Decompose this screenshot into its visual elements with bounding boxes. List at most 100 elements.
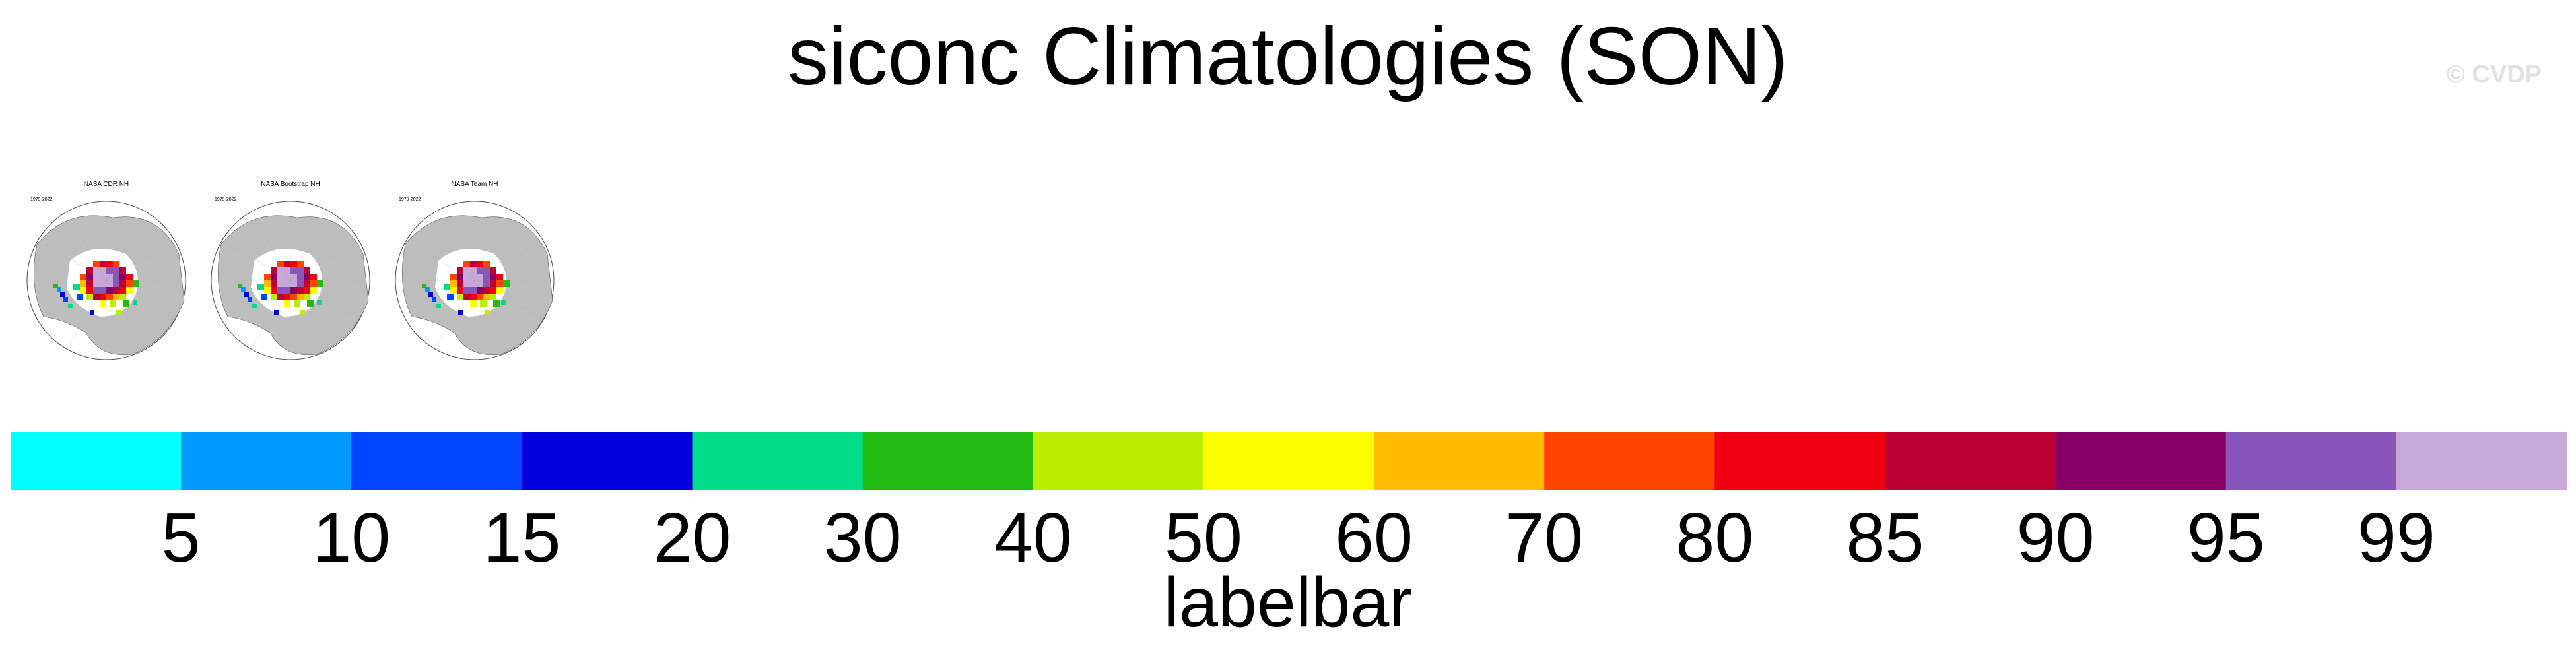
ice-cell	[60, 292, 65, 297]
labelbar-tick-label: 85	[1846, 499, 1924, 577]
ice-cell	[93, 274, 100, 280]
ice-cell	[483, 267, 490, 274]
ice-cell	[106, 280, 113, 287]
ice-cell	[113, 267, 119, 274]
ice-cell	[274, 310, 279, 315]
ice-cell	[77, 294, 83, 300]
labelbar-box	[1544, 432, 1715, 490]
ice-cell	[264, 287, 271, 294]
ice-cell	[86, 274, 93, 280]
ice-cell	[264, 274, 271, 280]
ice-cell	[93, 280, 100, 287]
labelbar-tick-label: 60	[1335, 499, 1413, 577]
ice-cell	[450, 280, 457, 287]
ice-cell	[284, 300, 290, 307]
ice-cell	[284, 267, 290, 274]
ice-cell	[300, 310, 305, 315]
ice-cell	[294, 300, 300, 307]
ice-cell	[86, 267, 93, 274]
ice-cell	[80, 280, 86, 287]
labelbar-tick-label: 70	[1505, 499, 1584, 577]
ice-cell	[470, 300, 477, 307]
ice-cell	[93, 294, 100, 300]
ice-cell	[290, 267, 297, 274]
ice-cell	[264, 280, 271, 287]
ice-cell	[261, 294, 267, 300]
ice-cell	[100, 261, 106, 267]
ice-cell	[119, 267, 126, 274]
ice-cell	[106, 294, 113, 300]
ice-cell	[463, 267, 470, 274]
ice-cell	[457, 294, 463, 300]
ice-cell	[470, 267, 477, 274]
ice-cell	[86, 287, 93, 294]
ice-cell	[304, 280, 310, 287]
ice-cell	[277, 294, 284, 300]
ice-cell	[483, 294, 490, 300]
ice-cell	[93, 261, 100, 267]
ice-cell	[290, 294, 297, 300]
labelbar-tick-label: 10	[312, 499, 391, 577]
ice-cell	[457, 280, 463, 287]
ice-cell	[100, 287, 106, 294]
ice-cell	[113, 294, 119, 300]
labelbar-box	[522, 432, 693, 490]
chart-title: siconc Climatologies (SON)	[788, 11, 1788, 102]
labelbar-box	[692, 432, 864, 490]
labelbar	[11, 432, 2567, 490]
ice-cell	[304, 294, 310, 300]
ice-cell	[106, 267, 113, 274]
ice-cell	[297, 261, 304, 267]
ice-cell	[119, 274, 126, 280]
ice-cell	[113, 261, 119, 267]
labelbar-box	[181, 432, 352, 490]
ice-cell	[110, 300, 116, 307]
ice-cell	[496, 280, 503, 287]
ice-cell	[480, 300, 487, 307]
labelbar-tick-label: 5	[161, 499, 201, 577]
labelbar-box	[1374, 432, 1545, 490]
labelbar-box	[2396, 432, 2567, 490]
ice-cell	[470, 261, 477, 267]
ice-cell	[470, 280, 477, 287]
ice-cell	[457, 267, 463, 274]
map-panel-team: NASA Team NH 1979-2022	[388, 173, 561, 363]
labelbar-box	[1714, 432, 1885, 490]
ice-cell	[436, 304, 441, 308]
ice-cell	[317, 300, 322, 305]
ice-cell	[463, 287, 470, 294]
ice-cell	[470, 294, 477, 300]
panel-years: 1979-2022	[399, 197, 421, 202]
labelbar-tick-label: 40	[994, 499, 1072, 577]
ice-cell	[257, 284, 264, 290]
ice-cell	[123, 300, 129, 307]
ice-cell	[290, 287, 297, 294]
ice-cell	[284, 261, 290, 267]
ice-cell	[116, 310, 121, 315]
ice-cell	[90, 310, 94, 315]
ice-cell	[297, 274, 304, 280]
map-panel-cdr: NASA CDR NH 1979-2022	[20, 173, 193, 363]
ice-cell	[100, 280, 106, 287]
ice-cell	[483, 287, 490, 294]
labelbar-tick-label: 80	[1676, 499, 1754, 577]
ice-cell	[126, 280, 133, 287]
ice-cell	[444, 284, 450, 290]
ice-cell	[126, 274, 133, 280]
panel-title: NASA Bootstrap NH	[261, 181, 320, 188]
ice-cell	[310, 274, 317, 280]
ice-cell	[271, 267, 277, 274]
ice-cell	[477, 274, 483, 280]
labelbar-box	[1033, 432, 1204, 490]
graticule	[38, 280, 107, 321]
ice-cell	[310, 287, 317, 294]
ice-cell	[463, 294, 470, 300]
ice-cell	[284, 274, 290, 280]
ice-cell	[73, 284, 80, 290]
ice-cell	[277, 267, 284, 274]
ice-cell	[63, 297, 68, 302]
ice-cell	[304, 267, 310, 274]
polar-map	[211, 201, 370, 360]
ice-cell	[477, 280, 483, 287]
ice-cell	[241, 287, 246, 292]
